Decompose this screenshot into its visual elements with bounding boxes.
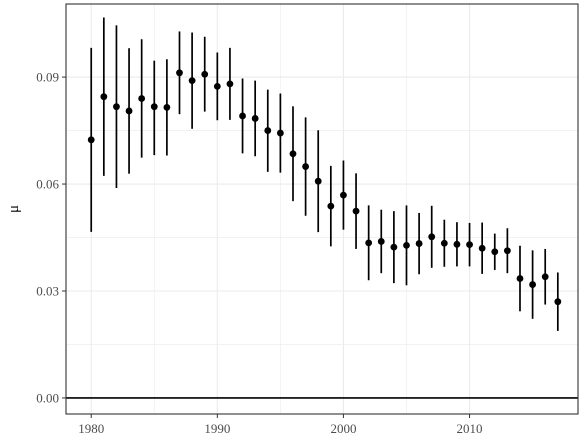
data-point [289,150,297,158]
data-point [113,103,120,111]
data-point [276,129,284,137]
data-point [428,233,436,241]
data-point [188,77,196,85]
data-point [365,239,373,247]
data-point [125,107,133,115]
y-tick-label: 0.09 [36,70,59,85]
data-point [377,238,385,245]
x-tick-label: 1990 [204,421,230,436]
data-point [453,240,461,248]
y-tick-label: 0.00 [36,390,59,405]
data-point [503,247,511,255]
data-point [201,70,209,78]
data-point [403,241,410,249]
data-point [314,177,322,185]
data-point [239,112,246,120]
data-point [302,163,310,170]
data-point [264,127,272,134]
data-point [340,191,347,199]
data-point [541,273,549,281]
data-point [529,281,537,288]
y-tick-label: 0.06 [36,177,59,192]
data-point [150,103,158,111]
data-point [491,248,499,256]
data-point [440,239,448,247]
plot-panel-border [65,3,579,415]
y-tick-label: 0.03 [36,284,59,299]
data-point [213,82,221,90]
y-axis-title: μ [6,205,22,213]
x-tick-label: 1980 [78,421,104,436]
data-point [466,241,473,249]
data-point [415,240,423,247]
data-points [87,69,562,306]
data-point [554,298,562,306]
data-point [87,136,95,144]
x-tick-label: 2010 [457,421,483,436]
data-point [327,202,335,210]
data-point [100,93,108,101]
data-point [176,69,183,77]
data-point [390,243,398,251]
data-point [352,207,360,215]
data-point [226,80,234,88]
plot-panel [66,4,578,414]
data-point [251,115,259,122]
data-point [163,103,171,111]
axes: 1980 1990 2000 2010 0.00 0.03 0.06 0.09 [36,70,482,436]
data-point [478,244,486,252]
data-point [516,275,524,282]
data-point [138,95,146,102]
x-tick-label: 2000 [330,421,356,436]
